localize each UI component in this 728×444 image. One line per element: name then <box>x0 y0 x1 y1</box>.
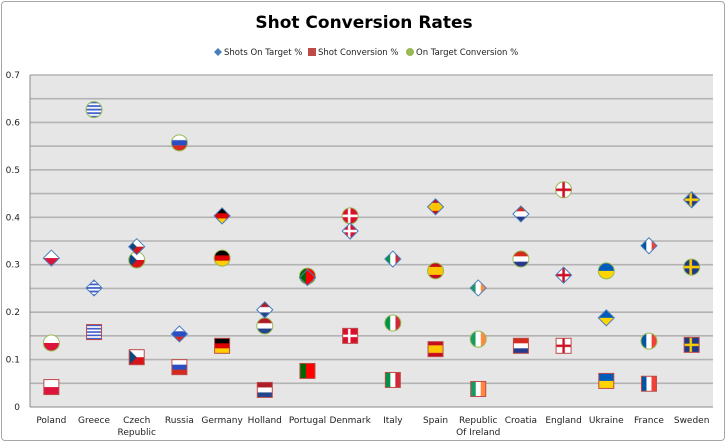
point-on-target-conversion-croatia <box>512 250 530 268</box>
point-shots-on-target-spain <box>426 198 445 216</box>
point-shot-conversion-greece <box>86 324 103 341</box>
x-tick-label: Holland <box>248 416 282 426</box>
point-shot-conversion-poland <box>43 379 60 396</box>
point-shots-on-target-denmark <box>341 222 359 240</box>
x-tick-label: Of Ireland <box>456 428 500 438</box>
data-points <box>42 101 701 398</box>
x-tick-label: Spain <box>423 416 448 426</box>
y-axis: 0 0.1 0.2 0.3 0.4 0.5 0.6 0.7 <box>6 71 713 413</box>
y-tick-label: 0.7 <box>6 71 20 81</box>
point-shot-conversion-croatia <box>512 337 529 354</box>
point-shots-on-target-croatia <box>512 205 530 223</box>
x-tick-label: Denmark <box>329 416 371 426</box>
y-tick-label: 0.6 <box>6 118 21 128</box>
point-on-target-conversion-poland <box>42 334 60 352</box>
x-tick-label: Portugal <box>289 416 326 426</box>
x-tick-label: France <box>634 416 664 426</box>
legend-circle-icon <box>406 48 414 56</box>
point-shots-on-target-sweden <box>682 191 701 209</box>
point-shot-conversion-portugal <box>299 362 316 379</box>
x-axis: Poland Greece Czech Republic Russia Germany Ho… <box>36 416 709 438</box>
point-shot-conversion-france <box>640 375 657 392</box>
point-on-target-conversion-greece <box>85 101 103 119</box>
point-shots-on-target-republic-of-ireland <box>469 279 487 297</box>
point-shots-on-target-holland <box>256 301 274 319</box>
point-shot-conversion-czech-republic <box>128 349 145 366</box>
y-tick-label: 0.2 <box>6 308 20 318</box>
point-shots-on-target-england <box>554 266 573 284</box>
point-shots-on-target-portugal <box>298 268 317 287</box>
x-tick-label: Sweden <box>674 416 710 426</box>
point-shot-conversion-spain <box>427 341 444 358</box>
x-tick-label: Russia <box>165 416 194 426</box>
legend-diamond-icon <box>214 48 222 56</box>
point-shots-on-target-greece <box>85 279 103 297</box>
point-shot-conversion-sweden <box>683 336 700 353</box>
legend-label: Shot Conversion % <box>318 48 398 58</box>
point-on-target-conversion-republic-of-ireland <box>469 330 487 348</box>
point-shot-conversion-denmark <box>342 327 359 344</box>
y-tick-label: 0.4 <box>6 213 21 223</box>
point-on-target-conversion-russia <box>170 134 188 152</box>
point-on-target-conversion-italy <box>384 314 402 332</box>
x-tick-label: Republic <box>117 428 156 438</box>
x-tick-label: Republic <box>459 416 498 426</box>
point-shot-conversion-holland <box>256 381 273 398</box>
point-on-target-conversion-england <box>555 181 573 199</box>
legend-label: On Target Conversion % <box>416 48 518 58</box>
point-shot-conversion-russia <box>171 359 188 376</box>
legend: Shots On Target % Shot Conversion % On Tar… <box>214 48 518 58</box>
point-shots-on-target-germany <box>213 207 231 225</box>
x-tick-label: Greece <box>78 416 110 426</box>
x-tick-label: England <box>545 416 582 426</box>
point-on-target-conversion-denmark <box>341 207 359 225</box>
point-shot-conversion-republic-of-ireland <box>470 380 487 397</box>
point-shot-conversion-england <box>555 337 572 354</box>
point-shots-on-target-poland <box>42 249 61 267</box>
point-on-target-conversion-germany <box>213 249 231 267</box>
point-on-target-conversion-spain <box>427 262 445 280</box>
x-tick-label: Italy <box>383 416 403 426</box>
legend-square-icon <box>308 48 316 56</box>
y-tick-label: 0.3 <box>6 261 20 271</box>
x-tick-label: Ukraine <box>589 416 624 426</box>
y-tick-label: 0.5 <box>6 166 20 176</box>
point-shots-on-target-italy <box>384 250 402 268</box>
y-tick-label: 0.1 <box>6 356 20 366</box>
point-shots-on-target-russia <box>170 325 189 343</box>
x-tick-label: Germany <box>201 416 243 426</box>
point-shot-conversion-ukraine <box>598 372 615 389</box>
x-tick-label: Croatia <box>505 416 537 426</box>
x-tick-label: Czech <box>123 416 150 426</box>
legend-label: Shots On Target % <box>224 48 302 58</box>
point-shots-on-target-ukraine <box>597 309 615 327</box>
y-tick-label: 0 <box>14 403 20 413</box>
point-shot-conversion-germany <box>214 337 231 354</box>
x-tick-label: Poland <box>36 416 66 426</box>
chart-title: Shot Conversion Rates <box>255 13 472 33</box>
point-shots-on-target-france <box>640 237 658 255</box>
point-on-target-conversion-sweden <box>683 258 701 276</box>
point-shots-on-target-czech-republic <box>128 237 146 256</box>
point-on-target-conversion-ukraine <box>597 262 615 280</box>
point-on-target-conversion-france <box>640 332 658 350</box>
point-shot-conversion-italy <box>384 371 401 388</box>
point-on-target-conversion-holland <box>256 317 274 335</box>
